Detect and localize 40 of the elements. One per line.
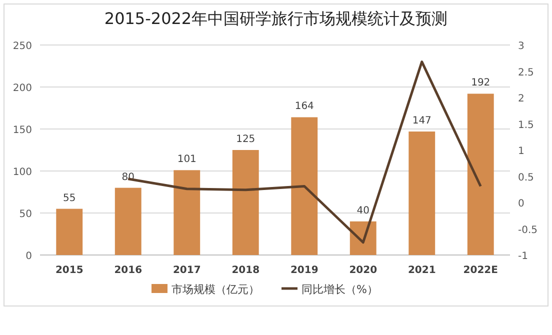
data-label: 164 bbox=[294, 101, 314, 112]
y-tick-label: 50 bbox=[19, 209, 32, 220]
y2-tick-label: -1 bbox=[518, 251, 528, 262]
legend-label: 同比增长（%） bbox=[302, 283, 378, 296]
bar bbox=[232, 150, 259, 255]
x-tick-label: 2017 bbox=[172, 265, 201, 276]
bar bbox=[408, 132, 436, 255]
x-tick-label: 2016 bbox=[114, 265, 142, 276]
x-tick-label: 2015 bbox=[55, 265, 84, 276]
y2-tick-label: 1 bbox=[518, 146, 524, 157]
y-tick-label: 200 bbox=[12, 83, 32, 94]
data-label: 192 bbox=[471, 78, 490, 89]
bar bbox=[467, 94, 494, 255]
y2-tick-label: 3 bbox=[518, 41, 524, 52]
data-label: 147 bbox=[412, 116, 432, 127]
y2-tick-label: 2.5 bbox=[518, 67, 534, 78]
bar bbox=[291, 117, 318, 255]
bar bbox=[174, 170, 200, 255]
x-tick-label: 2021 bbox=[408, 265, 436, 276]
y2-tick-label: 2 bbox=[518, 94, 524, 104]
y-tick-label: 250 bbox=[12, 41, 32, 52]
legend-label: 市场规模（亿元） bbox=[172, 283, 260, 296]
y2-tick-label: 1.5 bbox=[518, 120, 534, 131]
data-label: 101 bbox=[177, 154, 196, 166]
y-tick-label: 100 bbox=[12, 167, 32, 178]
data-label: 40 bbox=[356, 205, 370, 216]
y-tick-label: 0 bbox=[26, 251, 32, 262]
bar bbox=[114, 188, 142, 255]
bar bbox=[56, 208, 83, 255]
x-tick-label: 2022E bbox=[463, 265, 498, 276]
y2-tick-label: 0 bbox=[518, 198, 524, 210]
chart-title: 2015-2022年中国研学旅行市场规模统计及预测 bbox=[104, 9, 448, 28]
x-tick-label: 2020 bbox=[349, 265, 378, 276]
y2-tick-label: -0.5 bbox=[518, 224, 538, 236]
x-tick-label: 2019 bbox=[290, 265, 318, 276]
y2-tick-label: 0.5 bbox=[518, 172, 534, 184]
data-label: 55 bbox=[63, 192, 76, 204]
x-tick-label: 2018 bbox=[232, 265, 260, 276]
data-label: 125 bbox=[236, 134, 256, 145]
y-tick-label: 150 bbox=[12, 125, 32, 136]
